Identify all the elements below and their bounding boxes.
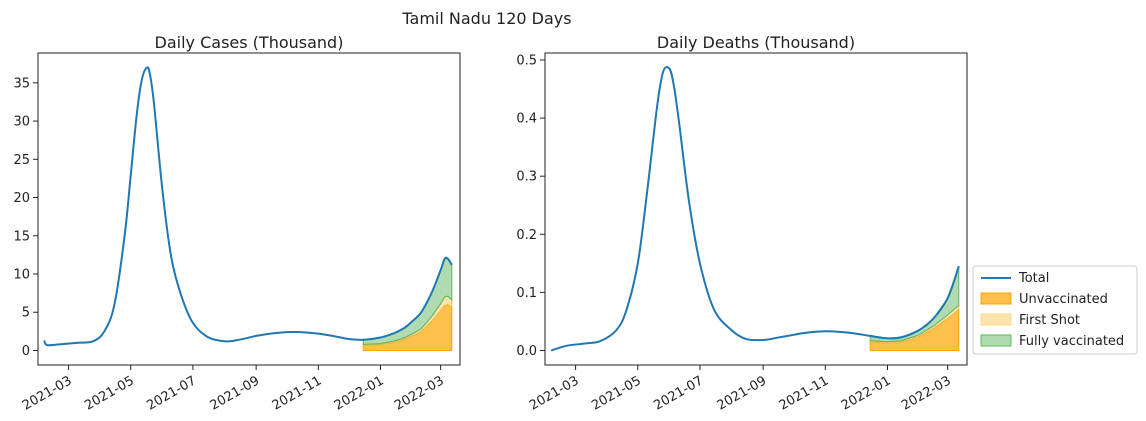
deaths-x-tick-label: 2021-11 xyxy=(777,373,832,413)
cases-y-tick-label: 25 xyxy=(13,153,30,168)
deaths-x-tick-label: 2021-03 xyxy=(527,373,582,413)
deaths-total-line xyxy=(550,66,960,352)
deaths-chart-title: Daily Deaths (Thousand) xyxy=(657,33,855,52)
deaths-x-tick-label: 2021-07 xyxy=(651,373,706,413)
legend: Total Unvaccinated First Shot Fully vacc… xyxy=(972,265,1138,355)
deaths-chart: Daily Deaths (Thousand) 0.0 0.1 0.2 0.3 0.4 0… xyxy=(516,33,968,414)
legend-fully-vaccinated-swatch xyxy=(980,334,1012,347)
cases-y-tick-label: 30 xyxy=(13,115,30,130)
legend-unvaccinated-label: Unvaccinated xyxy=(1019,292,1108,307)
cases-x-tick-label: 2021-09 xyxy=(208,373,263,413)
legend-fully-vaccinated-label: Fully vaccinated xyxy=(1019,334,1124,349)
cases-x-tick-label: 2021-07 xyxy=(144,373,199,413)
legend-first-shot-swatch xyxy=(980,313,1012,326)
deaths-y-tick-label: 0.2 xyxy=(516,228,537,243)
deaths-x-tick-label: 2021-05 xyxy=(589,373,644,413)
cases-x-tick-label: 2021-05 xyxy=(82,373,137,413)
cases-y-tick-label: 35 xyxy=(13,76,30,91)
cases-y-tick-label: 15 xyxy=(13,229,30,244)
cases-y-tick-label: 10 xyxy=(13,268,30,283)
cases-x-tick-label: 2021-03 xyxy=(20,373,75,413)
deaths-y-tick-label: 0.4 xyxy=(516,112,537,127)
legend-box xyxy=(972,265,1138,355)
deaths-y-tick-label: 0.0 xyxy=(516,344,537,359)
cases-chart-title: Daily Cases (Thousand) xyxy=(155,33,344,52)
deaths-y-tick-label: 0.1 xyxy=(516,286,537,301)
deaths-y-tick-label: 0.3 xyxy=(516,170,537,185)
legend-total-label: Total xyxy=(1018,271,1049,286)
legend-unvaccinated-swatch xyxy=(980,292,1012,305)
figure-title: Tamil Nadu 120 Days xyxy=(401,9,571,28)
cases-x-tick-label: 2021-11 xyxy=(270,373,325,413)
deaths-x-tick-label: 2022-03 xyxy=(899,373,954,413)
cases-y-tick-label: 20 xyxy=(13,191,30,206)
cases-x-tick-label: 2022-01 xyxy=(332,373,387,413)
deaths-x-tick-label: 2021-09 xyxy=(715,373,770,413)
cases-total-line xyxy=(43,66,453,347)
cases-chart: Daily Cases (Thousand) 0 5 10 15 20 25 30 35 202… xyxy=(13,33,461,414)
deaths-x-tick-label: 2022-01 xyxy=(839,373,894,413)
cases-y-tick-label: 5 xyxy=(22,306,30,321)
cases-axes-frame xyxy=(37,52,461,366)
deaths-axes-frame xyxy=(544,52,968,366)
cases-x-tick-label: 2022-03 xyxy=(392,373,447,413)
deaths-y-tick-label: 0.5 xyxy=(516,53,537,68)
legend-first-shot-label: First Shot xyxy=(1019,313,1080,328)
cases-y-tick-label: 0 xyxy=(22,344,30,359)
